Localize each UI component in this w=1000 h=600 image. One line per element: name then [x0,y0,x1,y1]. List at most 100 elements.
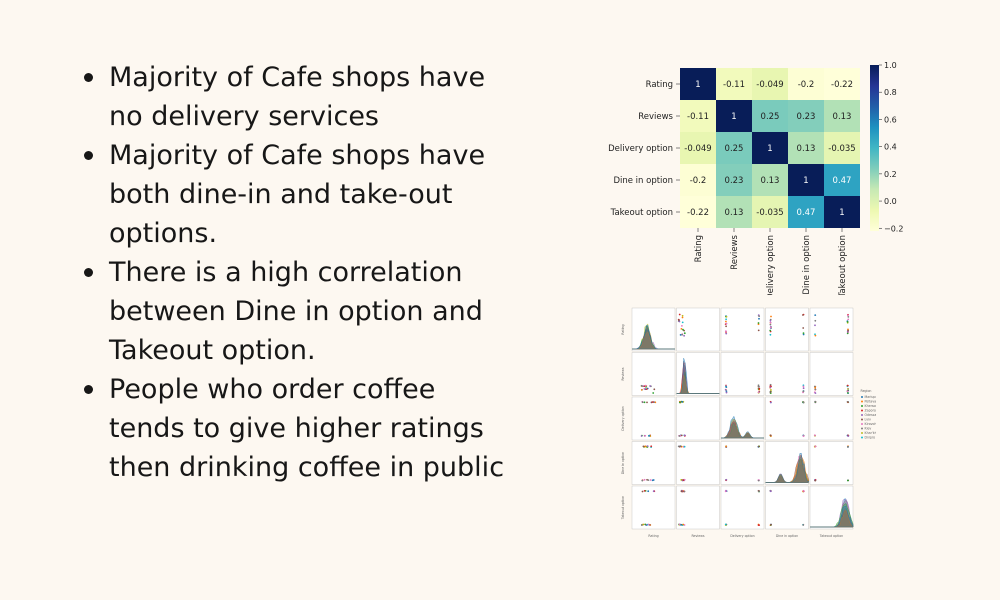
pairplot-point [643,478,646,481]
pairplot-point [814,324,816,327]
heatmap-cell [752,196,788,228]
pairplot-point [678,320,681,323]
pairplot-point [847,318,850,321]
pairplot-point [725,325,727,328]
pairplot-point [652,401,654,403]
pairplot-legend-label: Kiev [865,427,872,431]
pairplot-point [814,387,816,389]
heatmap-cell [716,196,752,228]
pairplot-panel [809,396,854,441]
heatmap-value-label: 0.13 [761,176,780,186]
pairplot-point [769,319,772,322]
pairplot-y-label: Reviews [621,367,625,380]
heatmap-value-label: -0.2 [690,176,707,186]
pairplot-point [678,435,681,437]
pairplot-point [724,388,727,391]
pairplot-point [846,384,849,387]
colorbar-tick-label: 1.0 [884,61,897,70]
pairplot-panel [631,396,676,441]
heatmap-cell [752,164,788,196]
pairplot-kde-curve [632,324,675,350]
pairplot-point [681,400,684,403]
pairplot-point [725,320,727,323]
pairplot-panel [765,307,809,352]
pairplot-point [769,385,772,387]
pairplot-point [641,479,644,482]
pairplot-legend-marker [861,418,863,421]
pairplot-point [725,318,727,321]
pairplot-y-label: Takeout option [621,496,625,520]
pairplot-panel [720,307,765,352]
pairplot-point [757,391,760,394]
pairplot-point [643,490,646,492]
pairplot-point [847,329,849,332]
pairplot-point [757,329,760,332]
pairplot-point [770,523,772,526]
pairplot-point [814,479,817,482]
pairplot-point [802,385,805,388]
heatmap-cell [716,100,752,132]
pairplot-panel [720,441,765,485]
heatmap-value-label: -0.22 [831,80,853,90]
pairplot-point [647,479,650,481]
pairplot-legend-marker [861,405,863,407]
pairplot-point [681,490,683,493]
pairplot-point [681,316,684,319]
pairplot-legend-label: Kherson [865,404,877,408]
pairplot-y-label: Rating [621,324,625,334]
pairplot-point [683,434,686,437]
pairplot-point [649,479,652,481]
pairplot-point [646,401,648,404]
pairplot-legend-label: Dnipro [865,436,876,440]
heatmap-cell [788,164,824,196]
heatmap-col-label: Dine in option [802,235,812,295]
heatmap-value-label: 1 [803,176,808,186]
pairplot-point [644,445,647,448]
heatmap-value-label: 1 [767,144,772,154]
colorbar-tick-label: 0.0 [884,197,897,206]
heatmap-col-label: Reviews [730,234,740,269]
pairplot-point [757,384,760,387]
heatmap-col-label: Takeout option [838,235,848,295]
heatmap-col-label: Delivery option [766,235,776,295]
pairplot-legend-label: Odessa [865,413,877,417]
pairplot-panel [631,441,676,485]
pairplot-point [847,435,850,437]
pairplot-point [769,329,772,332]
pairplot-point [802,332,805,334]
heatmap-value-label: 0.25 [725,144,744,154]
pairplot-panel [765,485,809,530]
pairplot-point [847,316,850,318]
pairplot-point [769,401,772,404]
pairplot-kde-curve [765,452,809,483]
pairplot-point [641,490,644,493]
pairplot-x-label: Delivery option [730,534,754,538]
pairplot-point [644,523,647,526]
pair-plot: Rating Rating Reviews Reviews Delivery optio… [621,307,877,538]
heatmap-cell [716,164,752,196]
pairplot-point [682,328,684,331]
heatmap-value-label: -0.11 [723,80,745,90]
pairplot-panel [676,396,720,441]
pairplot-point [847,446,849,448]
bullet-item: People who order coffee tends to give hi… [78,370,508,487]
pairplot-x-label: Reviews [691,534,704,538]
pairplot-point [847,479,849,482]
pairplot-point [681,325,683,327]
pairplot-point [680,479,683,481]
pairplot-point [770,315,772,318]
heatmap-cell [680,196,716,228]
pairplot-legend-title: Region [861,389,872,393]
pairplot-point [814,434,816,437]
pairplot-point [802,333,805,336]
heatmap-cell [752,132,788,164]
heatmap-cell [752,100,788,132]
pairplot-panel [631,307,676,352]
pairplot-kde-curve [721,415,764,439]
pairplot-point [640,384,643,387]
pairplot-point [846,321,849,323]
pairplot-panel [720,396,765,441]
pairplot-point [802,435,805,437]
pairplot-point [757,445,760,448]
colorbar-tick-label: 0.4 [884,143,897,152]
